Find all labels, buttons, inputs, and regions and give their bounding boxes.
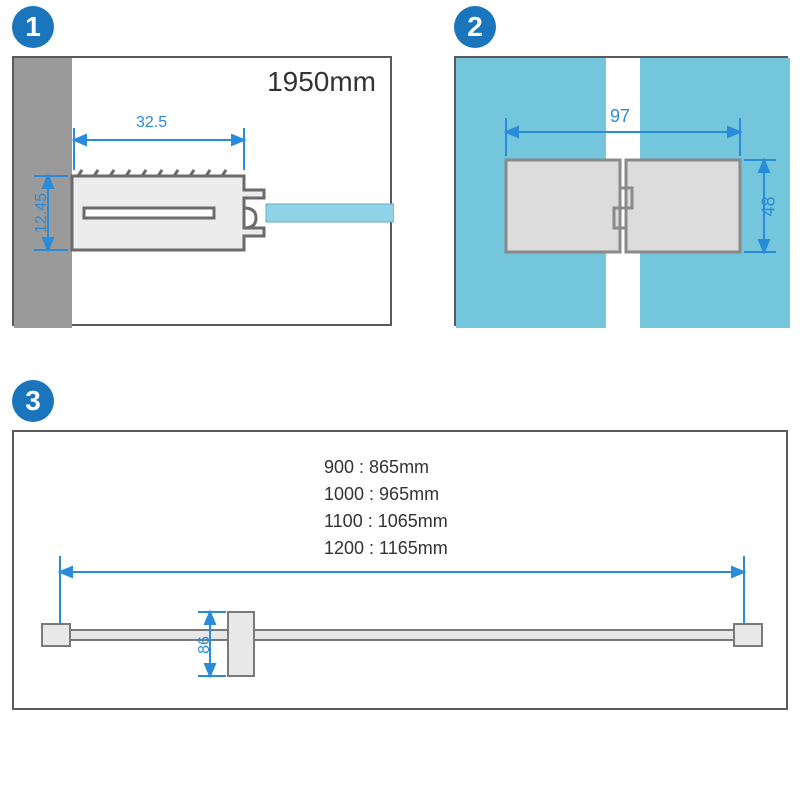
stabiliser-bar xyxy=(42,612,762,676)
panel-1-dim-width-label: 32.5 xyxy=(136,114,167,132)
dim-width-1 xyxy=(74,128,244,170)
glass-strip xyxy=(266,204,394,222)
badge-3-label: 3 xyxy=(25,385,41,417)
panel-3-drawing xyxy=(14,432,790,712)
panel-1-drawing xyxy=(14,58,394,328)
step-badge-1: 1 xyxy=(12,6,54,48)
connector-right xyxy=(626,160,740,252)
badge-1-label: 1 xyxy=(25,11,41,43)
badge-2-label: 2 xyxy=(467,11,483,43)
wall-profile xyxy=(72,170,264,250)
panel-3-bracket-dim-label: 86 xyxy=(196,632,214,658)
panel-2-dim-width-label: 97 xyxy=(610,106,630,127)
step-badge-3: 3 xyxy=(12,380,54,422)
panel-1: 1950mm xyxy=(12,56,392,326)
dim-overall-width xyxy=(60,556,744,628)
panel-2-dim-height-label: 48 xyxy=(759,192,780,222)
panel-2-drawing xyxy=(456,58,790,328)
connector-left xyxy=(506,160,620,252)
step-badge-2: 2 xyxy=(454,6,496,48)
panel-3: 900 : 865mm 1000 : 965mm 1100 : 1065mm 1… xyxy=(12,430,788,710)
bracket xyxy=(228,612,254,676)
panel-1-dim-height-label: 12.45 xyxy=(33,193,51,233)
panel-2: 97 48 xyxy=(454,56,788,326)
